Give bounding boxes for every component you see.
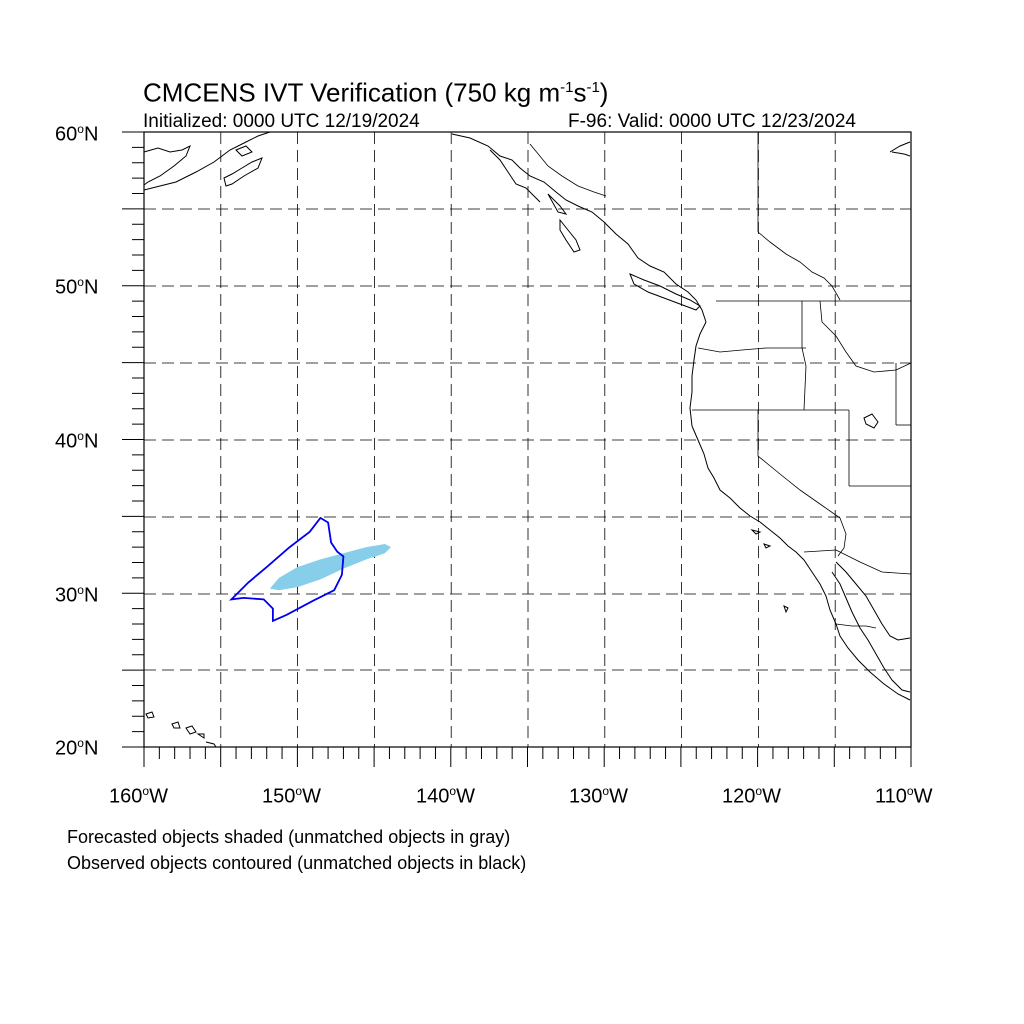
lon-label-120w: 120oW [722, 784, 781, 808]
lon-label-130w: 130oW [569, 784, 628, 808]
footnote-observed: Observed objects contoured (unmatched ob… [67, 853, 527, 873]
lon-label-140w: 140oW [416, 784, 475, 808]
axis-ticks [122, 131, 912, 767]
observed-ivt-object [228, 516, 345, 623]
lon-label-160w: 160oW [109, 784, 168, 808]
forecast-ivt-object [269, 544, 391, 591]
lat-label-50: 50oN [55, 275, 99, 299]
lat-label-60: 60oN [55, 122, 99, 146]
political-boundaries [529, 132, 912, 629]
title-exp1: -1 [560, 79, 574, 96]
title-main: CMCENS IVT Verification (750 kg m [143, 77, 561, 108]
lat-label-20: 20oN [55, 736, 99, 760]
map-title: CMCENS IVT Verification (750 kg m-1s-1) [143, 73, 608, 108]
lon-label-150w: 150oW [262, 784, 321, 808]
map-gridlines [144, 132, 911, 747]
lon-label-110w: 110oW [875, 784, 933, 808]
title-close: ) [599, 77, 609, 108]
lat-label-30: 30oN [55, 583, 99, 607]
map-frame [143, 131, 912, 748]
coastlines [143, 131, 911, 748]
title-exp2: -1 [586, 79, 600, 96]
subtitle-valid: F-96: Valid: 0000 UTC 12/23/2024 [568, 111, 856, 132]
title-mid: s [573, 77, 587, 108]
subtitle-init: Initialized: 0000 UTC 12/19/2024 [143, 111, 420, 132]
lat-label-40: 40oN [55, 429, 99, 453]
footnote-forecast: Forecasted objects shaded (unmatched obj… [67, 827, 511, 847]
